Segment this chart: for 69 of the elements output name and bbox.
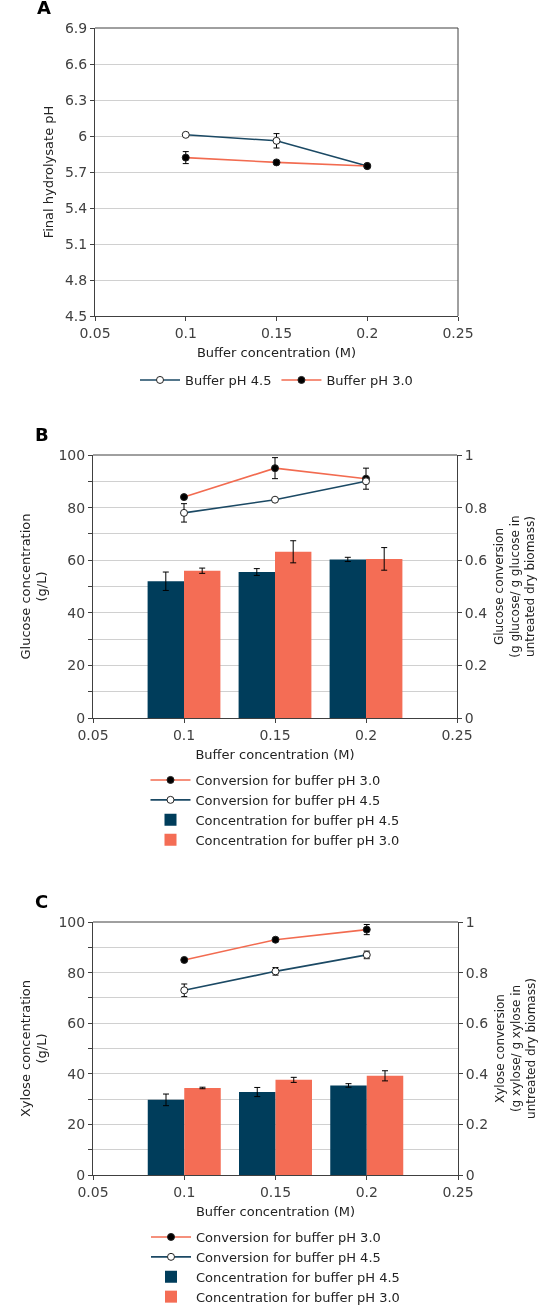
y-axis-title: Xylose concentration (g/L) xyxy=(17,979,50,1118)
y-tick-label: 6.3 xyxy=(64,91,88,108)
x-tick-label: 0.25 xyxy=(441,726,473,743)
x-tick-label: 0.15 xyxy=(259,1183,292,1200)
y-tick-label: 20 xyxy=(67,1116,86,1133)
y-tick-label: 60 xyxy=(67,1015,86,1032)
x-axis-title: Buffer concentration (M) xyxy=(195,747,355,763)
y2-tick-label: 0.4 xyxy=(464,604,488,621)
y-tick-label: 4.5 xyxy=(64,307,88,324)
y-tick-label: 5.4 xyxy=(64,199,88,216)
y2-tick-label: 0.4 xyxy=(465,1065,489,1082)
legend-label: Buffer pH 4.5 xyxy=(185,373,272,389)
legend-label: Conversion for buffer pH 4.5 xyxy=(195,792,381,808)
y2-tick-label: 0 xyxy=(465,1166,475,1183)
legend-label: Buffer pH 3.0 xyxy=(326,373,413,389)
y2-tick-label: 0 xyxy=(464,709,474,726)
y-tick-label: 20 xyxy=(67,657,86,674)
y-tick-label: 40 xyxy=(67,1065,86,1082)
y-tick-label: 100 xyxy=(58,913,86,930)
y-tick-label: 100 xyxy=(58,446,86,463)
y-tick-label: 6.6 xyxy=(64,55,88,72)
x-tick-label: 0.1 xyxy=(174,324,197,341)
x-tick-label: 0.1 xyxy=(172,726,196,743)
x-tick-label: 0.15 xyxy=(259,726,291,743)
y-axis-title: Final hydrolysate pH xyxy=(40,105,56,239)
x-axis-title: Buffer concentration (M) xyxy=(195,1204,356,1220)
y-tick-label: 0 xyxy=(76,1166,86,1183)
legend-label: Concentration for buffer pH 4.5 xyxy=(196,1269,400,1285)
chart-title: C xyxy=(35,891,49,912)
x-tick-label: 0.05 xyxy=(77,726,109,743)
y-tick-label: 60 xyxy=(67,552,86,569)
x-tick-label: 0.15 xyxy=(260,324,293,341)
y2-tick-label: 0.2 xyxy=(465,1116,489,1133)
x-tick-label: 0.2 xyxy=(356,324,379,341)
y-tick-label: 5.1 xyxy=(64,235,88,252)
legend-label: Concentration for buffer pH 3.0 xyxy=(195,832,400,848)
legend-label: Concentration for buffer pH 3.0 xyxy=(196,1289,400,1305)
y2-tick-label: 0.8 xyxy=(464,499,488,516)
x-tick-label: 0.25 xyxy=(442,1183,474,1200)
legend-label: Conversion for buffer pH 3.0 xyxy=(196,1230,381,1246)
y-tick-label: 0 xyxy=(76,709,86,726)
y2-tick-label: 0.6 xyxy=(464,552,488,569)
y-tick-label: 5.7 xyxy=(64,163,88,180)
x-axis-title: Buffer concentration (M) xyxy=(196,345,357,361)
y-tick-label: 40 xyxy=(67,604,86,621)
y2-axis-title: Glucose conversion (g glucose/ g glucose in untreated dry biomass) xyxy=(492,515,538,658)
y2-tick-label: 0.6 xyxy=(465,1015,489,1032)
x-tick-label: 0.1 xyxy=(173,1183,196,1200)
chart-title: B xyxy=(35,424,49,445)
y2-tick-label: 1 xyxy=(465,913,475,930)
y-tick-label: 6.9 xyxy=(64,19,88,36)
y-tick-label: 4.8 xyxy=(64,271,88,288)
chart-title: A xyxy=(37,0,51,18)
legend-label: Conversion for buffer pH 4.5 xyxy=(196,1249,381,1265)
y2-tick-label: 1 xyxy=(464,446,474,463)
y2-tick-label: 0.8 xyxy=(465,964,489,981)
legend-label: Concentration for buffer pH 4.5 xyxy=(195,812,400,828)
legend-label: Conversion for buffer pH 3.0 xyxy=(195,773,381,789)
x-tick-label: 0.2 xyxy=(354,726,378,743)
y-tick-label: 80 xyxy=(67,964,86,981)
y-tick-label: 6 xyxy=(78,127,88,144)
y-axis-title: Glucose concentration (g/L) xyxy=(17,513,50,660)
x-tick-label: 0.05 xyxy=(79,324,111,341)
x-tick-label: 0.05 xyxy=(77,1183,109,1200)
y2-tick-label: 0.2 xyxy=(464,657,488,674)
y-tick-label: 80 xyxy=(67,499,86,516)
x-tick-label: 0.25 xyxy=(442,324,474,341)
y2-axis-title: Xylose conversion (g xylose/ g xylose in untreated dry biomass) xyxy=(493,978,539,1119)
x-tick-label: 0.2 xyxy=(355,1183,378,1200)
